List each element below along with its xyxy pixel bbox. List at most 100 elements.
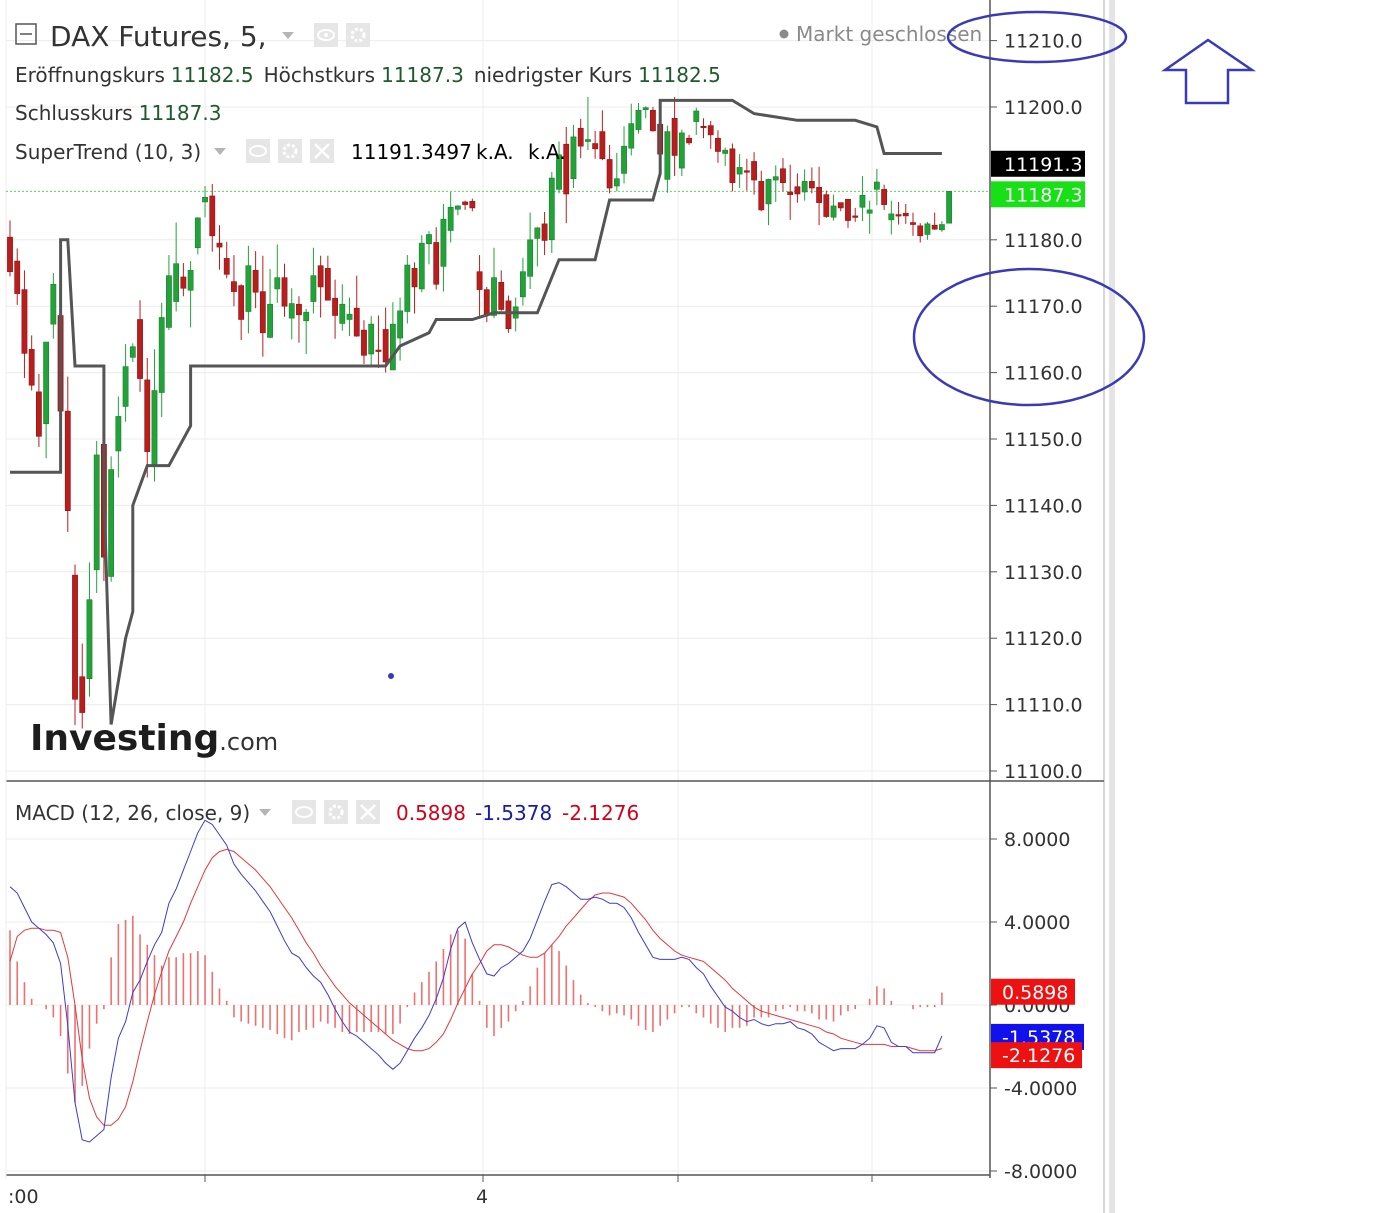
candle[interactable]	[324, 255, 331, 301]
candle[interactable]	[556, 141, 562, 194]
candle[interactable]	[7, 220, 13, 277]
candle[interactable]	[650, 107, 656, 132]
candle[interactable]	[635, 103, 642, 134]
candle[interactable]	[902, 203, 909, 224]
candle[interactable]	[35, 373, 42, 447]
candle[interactable]	[729, 143, 736, 192]
candle[interactable]	[491, 247, 497, 319]
candle[interactable]	[527, 212, 534, 289]
candle[interactable]	[772, 165, 779, 202]
candle[interactable]	[715, 130, 721, 163]
candle[interactable]	[79, 643, 86, 729]
candle[interactable]	[231, 255, 237, 307]
candle[interactable]	[758, 170, 765, 212]
candle[interactable]	[476, 255, 483, 317]
candle[interactable]	[592, 130, 599, 159]
signal-line[interactable]	[9, 848, 943, 1126]
candle[interactable]	[462, 200, 469, 210]
candle[interactable]	[570, 124, 577, 189]
candle[interactable]	[86, 562, 93, 697]
candle[interactable]	[910, 212, 916, 236]
supertrend-line[interactable]	[10, 98, 942, 725]
symbol-title[interactable]: DAX Futures, 5,	[50, 20, 267, 53]
candle[interactable]	[534, 227, 541, 267]
candle[interactable]	[137, 300, 143, 392]
chevron-down-icon[interactable]	[259, 809, 271, 816]
candle[interactable]	[72, 564, 78, 726]
candle[interactable]	[498, 270, 505, 311]
candle[interactable]	[780, 158, 786, 192]
candle[interactable]	[678, 129, 685, 177]
candle[interactable]	[866, 200, 873, 234]
candle[interactable]	[794, 173, 801, 203]
candle[interactable]	[548, 172, 555, 254]
candle[interactable]	[21, 270, 28, 378]
candle[interactable]	[375, 315, 382, 368]
candle[interactable]	[129, 343, 136, 362]
candle[interactable]	[267, 269, 273, 339]
candle[interactable]	[642, 106, 649, 119]
candle[interactable]	[722, 147, 729, 167]
candle[interactable]	[924, 221, 931, 240]
candle[interactable]	[917, 223, 924, 243]
candle[interactable]	[577, 118, 584, 159]
candle[interactable]	[296, 296, 302, 343]
candle[interactable]	[852, 207, 859, 222]
candle[interactable]	[808, 167, 815, 194]
chevron-down-icon[interactable]	[282, 32, 294, 39]
candle[interactable]	[895, 201, 902, 225]
candle[interactable]	[28, 335, 35, 391]
candle[interactable]	[418, 235, 425, 293]
candle[interactable]	[801, 169, 808, 201]
candle[interactable]	[606, 144, 613, 194]
candle[interactable]	[180, 263, 187, 297]
candle[interactable]	[115, 396, 122, 478]
candle[interactable]	[238, 284, 245, 341]
candle[interactable]	[317, 255, 324, 318]
candle[interactable]	[332, 279, 338, 339]
candle[interactable]	[93, 440, 100, 594]
candle[interactable]	[693, 107, 700, 135]
candle[interactable]	[245, 245, 252, 334]
candle[interactable]	[382, 307, 389, 373]
candle[interactable]	[751, 152, 757, 195]
candle[interactable]	[339, 284, 346, 331]
candle[interactable]	[859, 176, 866, 222]
candle[interactable]	[816, 166, 822, 226]
candle[interactable]	[122, 344, 129, 422]
candle[interactable]	[686, 134, 692, 145]
chevron-down-icon[interactable]	[214, 148, 226, 155]
candle[interactable]	[252, 251, 259, 309]
candle[interactable]	[14, 248, 21, 305]
candle[interactable]	[64, 376, 71, 532]
candle[interactable]	[700, 118, 707, 139]
candle[interactable]	[158, 302, 165, 418]
candle[interactable]	[194, 217, 201, 255]
candle[interactable]	[346, 297, 353, 337]
time-axis[interactable]: :00 4	[8, 1175, 873, 1208]
candle[interactable]	[187, 261, 194, 328]
candle[interactable]	[743, 158, 750, 191]
candle[interactable]	[447, 191, 454, 243]
macd-legend-label[interactable]: MACD (12, 26, close, 9)	[15, 801, 250, 825]
candle[interactable]	[873, 168, 880, 206]
candle[interactable]	[361, 320, 367, 364]
candle[interactable]	[938, 221, 945, 232]
candle[interactable]	[368, 316, 375, 366]
candle[interactable]	[144, 357, 151, 478]
gear-icon[interactable]	[278, 139, 302, 163]
candle[interactable]	[43, 341, 50, 459]
candle[interactable]	[411, 262, 418, 314]
candle[interactable]	[837, 202, 844, 212]
candle[interactable]	[613, 152, 620, 192]
candle[interactable]	[736, 154, 743, 189]
candle[interactable]	[469, 198, 476, 212]
candle[interactable]	[281, 263, 288, 317]
candle[interactable]	[830, 194, 837, 221]
candle[interactable]	[888, 200, 895, 235]
candle[interactable]	[433, 227, 440, 290]
candle[interactable]	[223, 241, 230, 279]
candle[interactable]	[931, 212, 938, 230]
candle[interactable]	[946, 191, 953, 224]
